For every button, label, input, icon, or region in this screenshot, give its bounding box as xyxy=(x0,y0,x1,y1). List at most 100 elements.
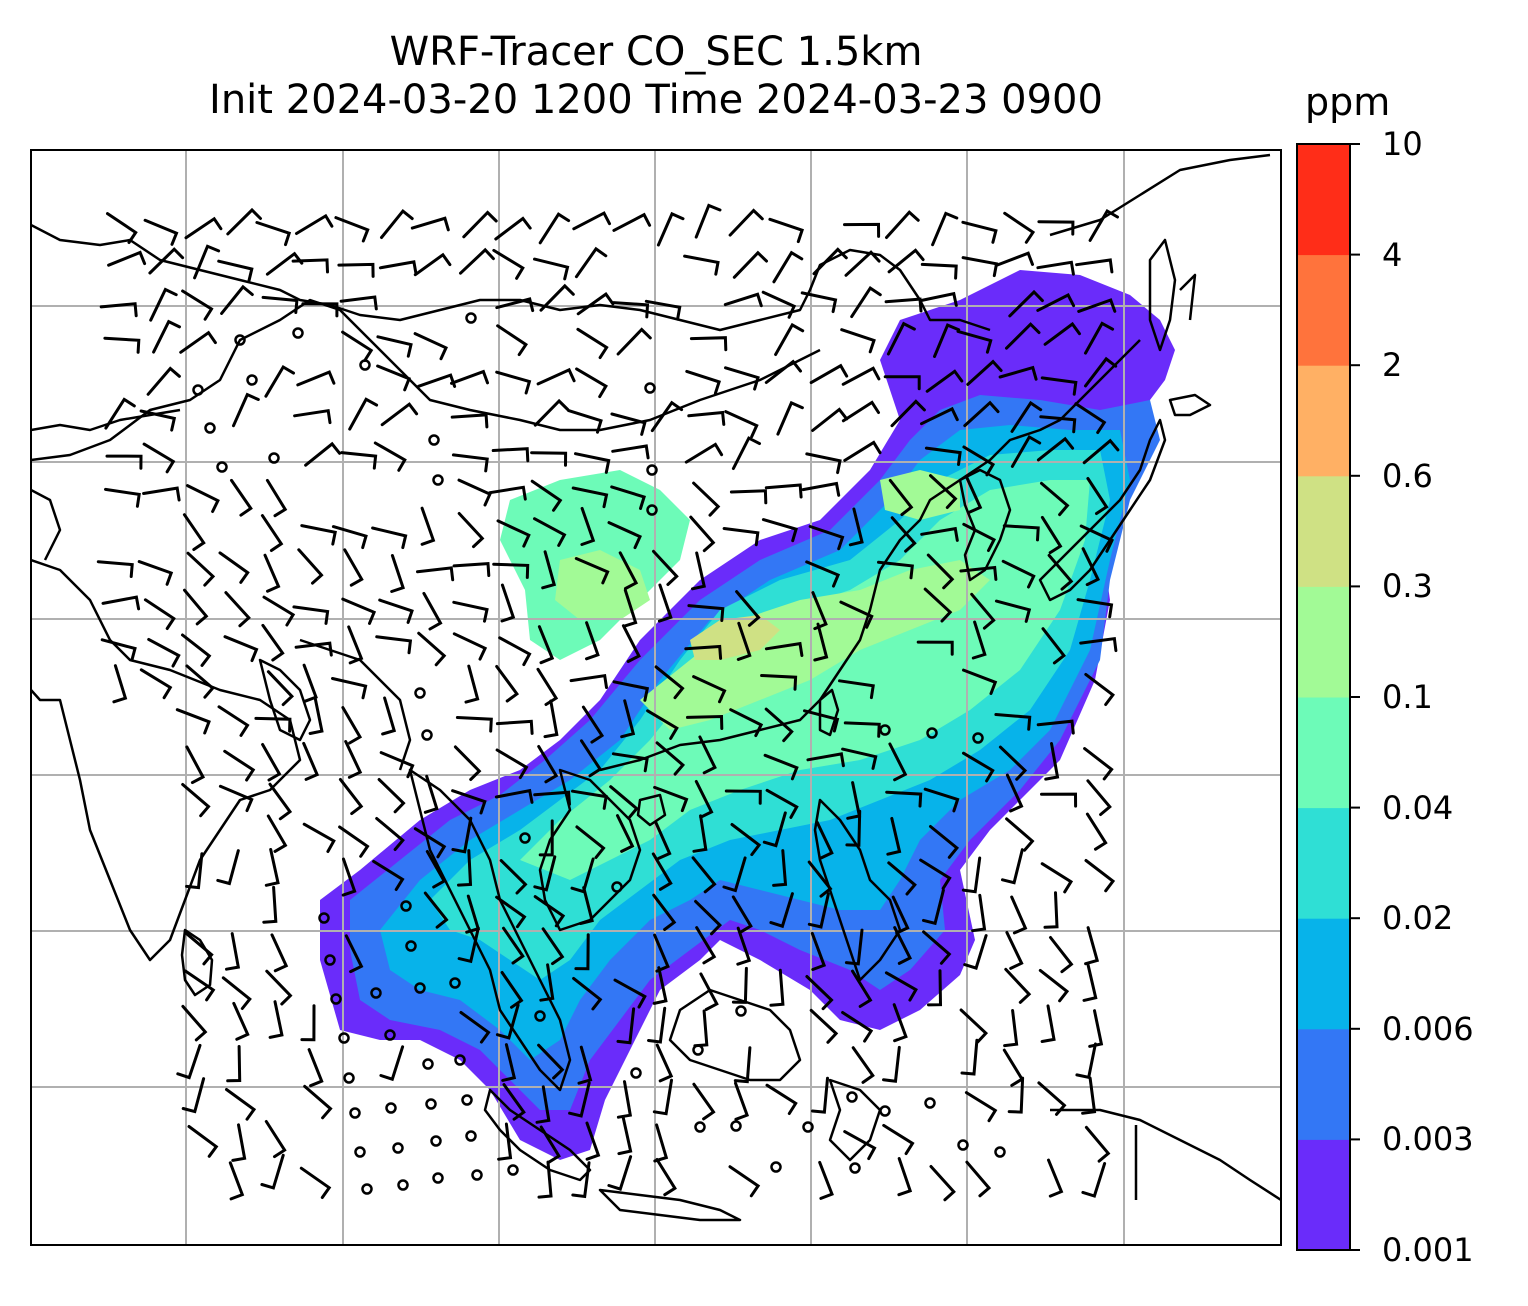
wind-barbs xyxy=(96,203,1120,1202)
philippines xyxy=(813,798,902,982)
wind-barb xyxy=(616,814,635,853)
wind-barb xyxy=(344,740,363,779)
wind-barb xyxy=(815,820,834,860)
wind-barb xyxy=(225,1088,257,1121)
wind-barb xyxy=(536,367,576,386)
wind-barb xyxy=(451,453,489,473)
wind-barb xyxy=(841,1011,874,1043)
wind-barb xyxy=(1010,434,1042,468)
wind-barb xyxy=(533,790,571,806)
wind-barb xyxy=(337,262,375,278)
wind-barb xyxy=(262,885,278,924)
wind-barb xyxy=(731,895,753,934)
wind-barb xyxy=(574,452,611,474)
wind-barb xyxy=(300,1004,316,1042)
wind-barb xyxy=(722,856,747,893)
wind-barb xyxy=(809,363,849,385)
wind-barb xyxy=(809,1008,839,1044)
wind-barb xyxy=(293,408,332,425)
wind-barb xyxy=(919,858,952,890)
java xyxy=(598,1188,742,1222)
wind-barb xyxy=(882,1045,901,1083)
wind-barb xyxy=(694,780,714,819)
wind-barb xyxy=(760,674,798,691)
wind-barb xyxy=(653,785,689,813)
wind-barb xyxy=(185,745,206,785)
sulawesi xyxy=(828,1078,882,1162)
wind-barb xyxy=(1081,1076,1097,1115)
wind-barb xyxy=(1005,773,1024,813)
wind-barb xyxy=(1038,968,1070,1003)
wind-barb xyxy=(341,706,363,745)
wind-barb xyxy=(574,246,608,279)
wind-barb xyxy=(302,822,336,853)
wind-barb xyxy=(920,526,959,542)
wind-barb xyxy=(500,583,516,623)
wind-barb xyxy=(616,1007,636,1045)
wind-barb xyxy=(925,369,964,393)
wind-barb xyxy=(1085,812,1108,851)
wind-barb xyxy=(498,636,532,667)
wind-barb xyxy=(577,1045,593,1085)
wind-barb xyxy=(772,250,804,284)
wind-barb xyxy=(422,591,443,631)
calm-circle xyxy=(216,461,228,473)
wind-barb xyxy=(143,598,176,630)
calm-circle xyxy=(397,1179,409,1191)
wind-barb xyxy=(841,366,881,386)
wind-barb xyxy=(294,641,333,657)
wind-barb xyxy=(147,637,181,668)
colorbar-segment xyxy=(1297,586,1350,698)
wind-barb xyxy=(732,250,768,279)
wind-barb xyxy=(535,1085,551,1124)
wind-barb xyxy=(731,436,761,470)
wind-barb xyxy=(916,640,954,656)
wind-barb xyxy=(1086,779,1112,816)
wind-barb xyxy=(768,217,804,244)
wind-barb xyxy=(656,211,685,247)
sakhalin xyxy=(1148,238,1177,352)
wind-barb xyxy=(962,445,996,477)
wind-barb xyxy=(735,590,761,627)
calm-circle xyxy=(471,1169,483,1181)
colorbar-tick-label: 0.6 xyxy=(1382,456,1433,495)
calm-circle xyxy=(432,474,444,486)
wind-barb xyxy=(96,560,134,578)
colorbar-segment xyxy=(1297,918,1350,1030)
wind-barb xyxy=(579,886,594,925)
wind-barb xyxy=(142,486,181,502)
wind-barb xyxy=(302,741,320,781)
calm-circle xyxy=(343,1072,355,1084)
wind-barb xyxy=(308,696,324,735)
wind-barb xyxy=(193,244,221,280)
wind-barb xyxy=(376,335,413,358)
wind-barb xyxy=(307,1048,324,1088)
wind-barb xyxy=(344,934,364,974)
wind-barb xyxy=(724,789,762,805)
field-level-6 xyxy=(690,615,780,660)
wind-barb xyxy=(501,1043,517,1082)
wind-barb xyxy=(892,1003,908,1043)
wind-barb xyxy=(1075,1042,1097,1080)
wind-barb xyxy=(652,893,677,931)
wind-barb xyxy=(260,514,284,552)
wind-barb xyxy=(769,968,785,1007)
wind-barb xyxy=(230,478,253,517)
wind-barb xyxy=(103,336,141,354)
calm-circle xyxy=(846,1091,858,1103)
wind-barb xyxy=(423,774,439,814)
wind-barb xyxy=(844,928,864,966)
wind-barb xyxy=(769,892,794,929)
wind-barb xyxy=(104,487,141,508)
wind-barb xyxy=(413,332,448,361)
wind-barb xyxy=(338,825,370,858)
wind-barb xyxy=(926,553,955,590)
wind-barb xyxy=(303,1084,333,1120)
wind-barb xyxy=(699,972,719,1011)
wind-barb xyxy=(729,708,764,738)
wind-barb xyxy=(183,588,209,626)
wind-barb xyxy=(1043,321,1081,346)
calm-circle xyxy=(268,452,280,464)
wind-barb xyxy=(496,324,528,357)
wind-barb xyxy=(761,290,797,319)
